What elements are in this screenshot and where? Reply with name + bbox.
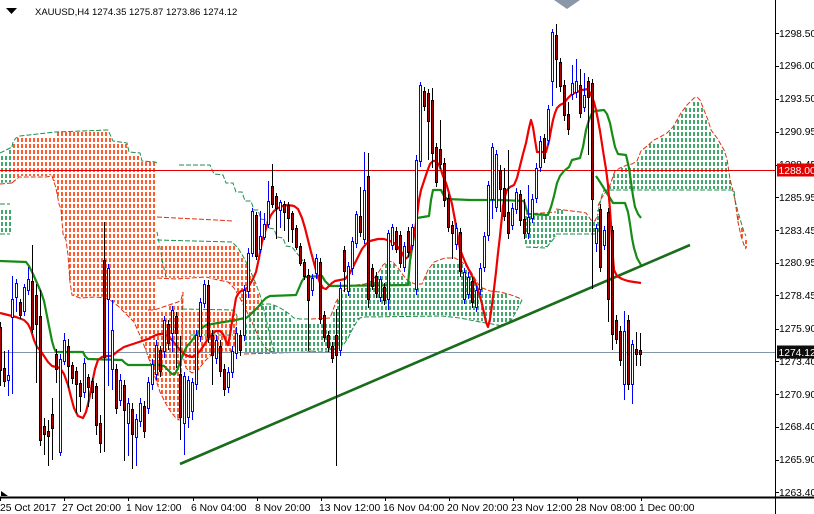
svg-text:1290.95: 1290.95	[779, 127, 814, 138]
svg-text:6 Nov 04:00: 6 Nov 04:00	[191, 503, 247, 514]
svg-text:1296.00: 1296.00	[779, 61, 814, 72]
svg-text:25 Oct 2017: 25 Oct 2017	[0, 503, 56, 514]
svg-text:1285.95: 1285.95	[779, 193, 814, 204]
svg-text:1 Nov 12:00: 1 Nov 12:00	[126, 503, 182, 514]
svg-text:27 Oct 20:00: 27 Oct 20:00	[62, 503, 121, 514]
svg-text:1268.40: 1268.40	[779, 422, 814, 433]
svg-text:1283.45: 1283.45	[779, 226, 814, 237]
svg-text:1265.90: 1265.90	[779, 455, 814, 466]
svg-text:1 Dec 00:00: 1 Dec 00:00	[639, 503, 695, 514]
svg-text:1273.40: 1273.40	[779, 357, 814, 368]
svg-text:1263.40: 1263.40	[779, 488, 814, 499]
svg-text:23 Nov 12:00: 23 Nov 12:00	[511, 503, 573, 514]
svg-text:1280.95: 1280.95	[779, 258, 814, 269]
svg-text:XAUUSD,H4 1274.35 1275.87 127: XAUUSD,H4 1274.35 1275.87 1273.86 1274.1…	[35, 7, 237, 18]
svg-text:1293.50: 1293.50	[779, 94, 814, 105]
svg-text:1270.90: 1270.90	[779, 390, 814, 401]
svg-text:1288.00: 1288.00	[779, 166, 814, 177]
svg-text:1274.12: 1274.12	[779, 348, 814, 359]
svg-text:28 Nov 08:00: 28 Nov 08:00	[575, 503, 637, 514]
svg-text:16 Nov 04:00: 16 Nov 04:00	[383, 503, 445, 514]
svg-text:13 Nov 12:00: 13 Nov 12:00	[319, 503, 381, 514]
svg-text:1278.45: 1278.45	[779, 291, 814, 302]
svg-text:1275.90: 1275.90	[779, 324, 814, 335]
svg-text:20 Nov 20:00: 20 Nov 20:00	[447, 503, 509, 514]
svg-text:1298.50: 1298.50	[779, 29, 814, 40]
svg-text:8 Nov 20:00: 8 Nov 20:00	[255, 503, 311, 514]
